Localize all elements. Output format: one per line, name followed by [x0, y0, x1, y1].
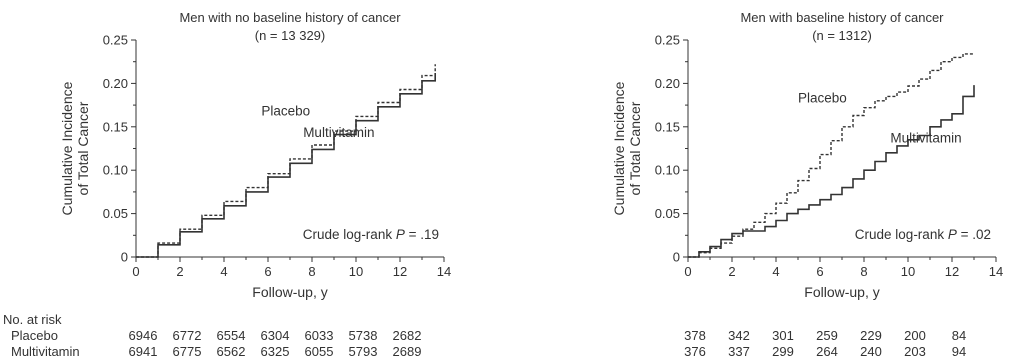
at-risk-multivitamin-value: 337 [728, 344, 750, 359]
log-rank-annotation: Crude log-rank P = .19 [303, 227, 439, 242]
series-line-multivitamin [688, 85, 975, 258]
at-risk-placebo-value: 6946 [129, 328, 158, 343]
log-rank-annotation: Crude log-rank P = .02 [855, 227, 991, 242]
x-tick-label: 8 [860, 264, 867, 279]
x-tick-label: 2 [728, 264, 735, 279]
x-tick-label: 10 [349, 264, 363, 279]
x-tick-label: 8 [308, 264, 315, 279]
x-tick-label: 14 [989, 264, 1003, 279]
at-risk-row-label-placebo: Placebo [11, 328, 58, 343]
at-risk-placebo-value: 200 [904, 328, 926, 343]
at-risk-row-label-multivitamin: Multivitamin [11, 344, 80, 359]
series-label-placebo: Placebo [798, 90, 847, 105]
at-risk-multivitamin-value: 94 [952, 344, 966, 359]
series-line-multivitamin [136, 73, 436, 258]
at-risk-placebo-value: 378 [684, 328, 706, 343]
y-tick-label: 0.10 [103, 163, 128, 178]
at-risk-multivitamin-value: 299 [772, 344, 794, 359]
y-tick-label: 0.05 [103, 206, 128, 221]
x-tick-label: 6 [264, 264, 271, 279]
at-risk-placebo-value: 6033 [305, 328, 334, 343]
y-axis-label-line-2: of Total Cancer [75, 101, 91, 195]
at-risk-multivitamin-value: 240 [860, 344, 882, 359]
y-tick-label: 0.25 [655, 33, 680, 48]
x-tick-label: 0 [684, 264, 691, 279]
x-axis-label: Follow-up, y [252, 284, 327, 300]
chart-panel-2: Men with baseline history of cancer (n = … [611, 10, 1003, 359]
x-tick-label: 4 [772, 264, 779, 279]
y-tick-label: 0 [121, 250, 128, 265]
at-risk-placebo-value: 301 [772, 328, 794, 343]
x-axis-label: Follow-up, y [804, 284, 879, 300]
at-risk-multivitamin-value: 203 [904, 344, 926, 359]
chart-title: Men with no baseline history of cancer [179, 10, 401, 25]
series-line-placebo [688, 53, 975, 258]
y-axis-label-line-1: Cumulative Incidence [59, 81, 75, 215]
y-axis-label-line-2: of Total Cancer [627, 101, 643, 195]
at-risk-placebo-value: 6304 [261, 328, 290, 343]
at-risk-placebo-value: 259 [816, 328, 838, 343]
x-tick-label: 14 [437, 264, 451, 279]
at-risk-placebo-value: 229 [860, 328, 882, 343]
chart-subtitle: (n = 13 329) [255, 28, 325, 43]
chart-title: Men with baseline history of cancer [740, 10, 944, 25]
y-tick-label: 0.20 [103, 76, 128, 91]
series-label-multivitamin: Multivitamin [303, 125, 374, 140]
x-tick-label: 12 [945, 264, 959, 279]
at-risk-multivitamin-value: 2689 [393, 344, 422, 359]
chart-subtitle: (n = 1312) [812, 28, 872, 43]
at-risk-multivitamin-value: 6775 [173, 344, 202, 359]
at-risk-multivitamin-value: 376 [684, 344, 706, 359]
y-tick-label: 0.05 [655, 206, 680, 221]
chart-panel-1: Men with no baseline history of cancer (n… [59, 10, 451, 359]
at-risk-multivitamin-value: 6325 [261, 344, 290, 359]
at-risk-multivitamin-value: 6941 [129, 344, 158, 359]
at-risk-multivitamin-value: 6562 [217, 344, 246, 359]
at-risk-placebo-value: 5738 [349, 328, 378, 343]
at-risk-placebo-value: 84 [952, 328, 966, 343]
at-risk-placebo-value: 2682 [393, 328, 422, 343]
series-label-placebo: Placebo [261, 104, 310, 119]
y-tick-label: 0.15 [655, 119, 680, 134]
y-tick-label: 0.10 [655, 163, 680, 178]
x-tick-label: 4 [220, 264, 227, 279]
at-risk-placebo-value: 342 [728, 328, 750, 343]
y-axis-label-line-1: Cumulative Incidence [611, 81, 627, 215]
series-label-multivitamin: Multivitamin [890, 130, 961, 145]
at-risk-multivitamin-value: 5793 [349, 344, 378, 359]
y-tick-label: 0 [673, 250, 680, 265]
x-tick-label: 2 [176, 264, 183, 279]
at-risk-placebo-value: 6554 [217, 328, 246, 343]
x-tick-label: 6 [816, 264, 823, 279]
at-risk-multivitamin-value: 264 [816, 344, 838, 359]
x-tick-label: 12 [393, 264, 407, 279]
y-tick-label: 0.25 [103, 33, 128, 48]
y-tick-label: 0.15 [103, 119, 128, 134]
y-tick-label: 0.20 [655, 76, 680, 91]
at-risk-heading: No. at risk [3, 312, 62, 327]
at-risk-placebo-value: 6772 [173, 328, 202, 343]
at-risk-multivitamin-value: 6055 [305, 344, 334, 359]
x-tick-label: 0 [132, 264, 139, 279]
x-tick-label: 10 [901, 264, 915, 279]
